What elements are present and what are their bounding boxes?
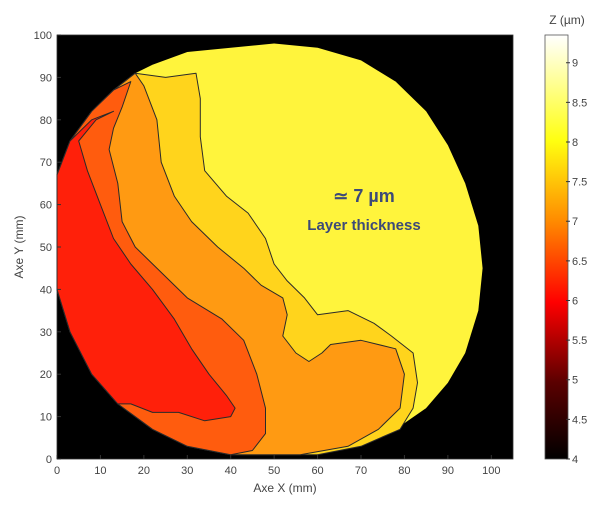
colorbar xyxy=(544,34,569,460)
y-axis: 0 10 20 30 40 50 60 70 80 90 100 xyxy=(34,30,61,466)
y-tick-label: 60 xyxy=(40,200,52,212)
x-tick-label: 30 xyxy=(181,465,193,477)
y-axis-label: Axe Y (mm) xyxy=(12,216,26,279)
y-tick-label: 30 xyxy=(40,327,52,339)
colorbar-tick-label: 6.5 xyxy=(572,256,587,268)
x-tick-label: 80 xyxy=(398,465,410,477)
colorbar-tick-label: 7 xyxy=(572,216,578,228)
contour-regions xyxy=(56,43,483,456)
x-tick-label: 60 xyxy=(311,465,323,477)
colorbar-tick-label: 6 xyxy=(572,295,578,307)
x-tick-label: 20 xyxy=(138,465,150,477)
annotation-value: ≃ 7 µm xyxy=(333,186,394,206)
annotation-text: Layer thickness xyxy=(307,217,420,234)
y-tick-label: 80 xyxy=(40,115,52,127)
colorbar-tick-label: 7.5 xyxy=(572,177,587,189)
y-tick-label: 90 xyxy=(40,72,52,84)
x-tick-label: 40 xyxy=(225,465,237,477)
x-tick-label: 0 xyxy=(54,465,60,477)
y-tick-label: 50 xyxy=(40,242,52,254)
colorbar-tick-label: 5.5 xyxy=(572,335,587,347)
x-tick-label: 100 xyxy=(482,465,500,477)
colorbar-tick-label: 8.5 xyxy=(572,97,587,109)
y-tick-label: 0 xyxy=(46,454,52,466)
x-axis-label: Axe X (mm) xyxy=(253,481,316,495)
contour-region-6.5 xyxy=(56,110,236,422)
x-tick-label: 70 xyxy=(355,465,367,477)
x-tick-label: 90 xyxy=(442,465,454,477)
colorbar-tick-label: 8 xyxy=(572,137,578,149)
x-tick-label: 10 xyxy=(94,465,106,477)
colorbar-ticks: 4 4.5 5 5.5 6 6.5 7 7.5 8 8.5 9 xyxy=(566,58,587,466)
y-tick-label: 20 xyxy=(40,369,52,381)
colorbar-label: Z (µm) xyxy=(549,13,585,27)
y-tick-label: 40 xyxy=(40,284,52,296)
colorbar-tick-label: 5 xyxy=(572,375,578,387)
y-tick-label: 70 xyxy=(40,157,52,169)
colorbar-tick-label: 4 xyxy=(572,454,578,466)
y-tick-label: 10 xyxy=(40,412,52,424)
x-axis: 0 10 20 30 40 50 60 70 80 90 100 xyxy=(54,455,500,477)
colorbar-tick-label: 9 xyxy=(572,58,578,70)
y-tick-label: 100 xyxy=(34,30,52,42)
x-tick-label: 50 xyxy=(268,465,280,477)
colorbar-tick-label: 4.5 xyxy=(572,414,587,426)
